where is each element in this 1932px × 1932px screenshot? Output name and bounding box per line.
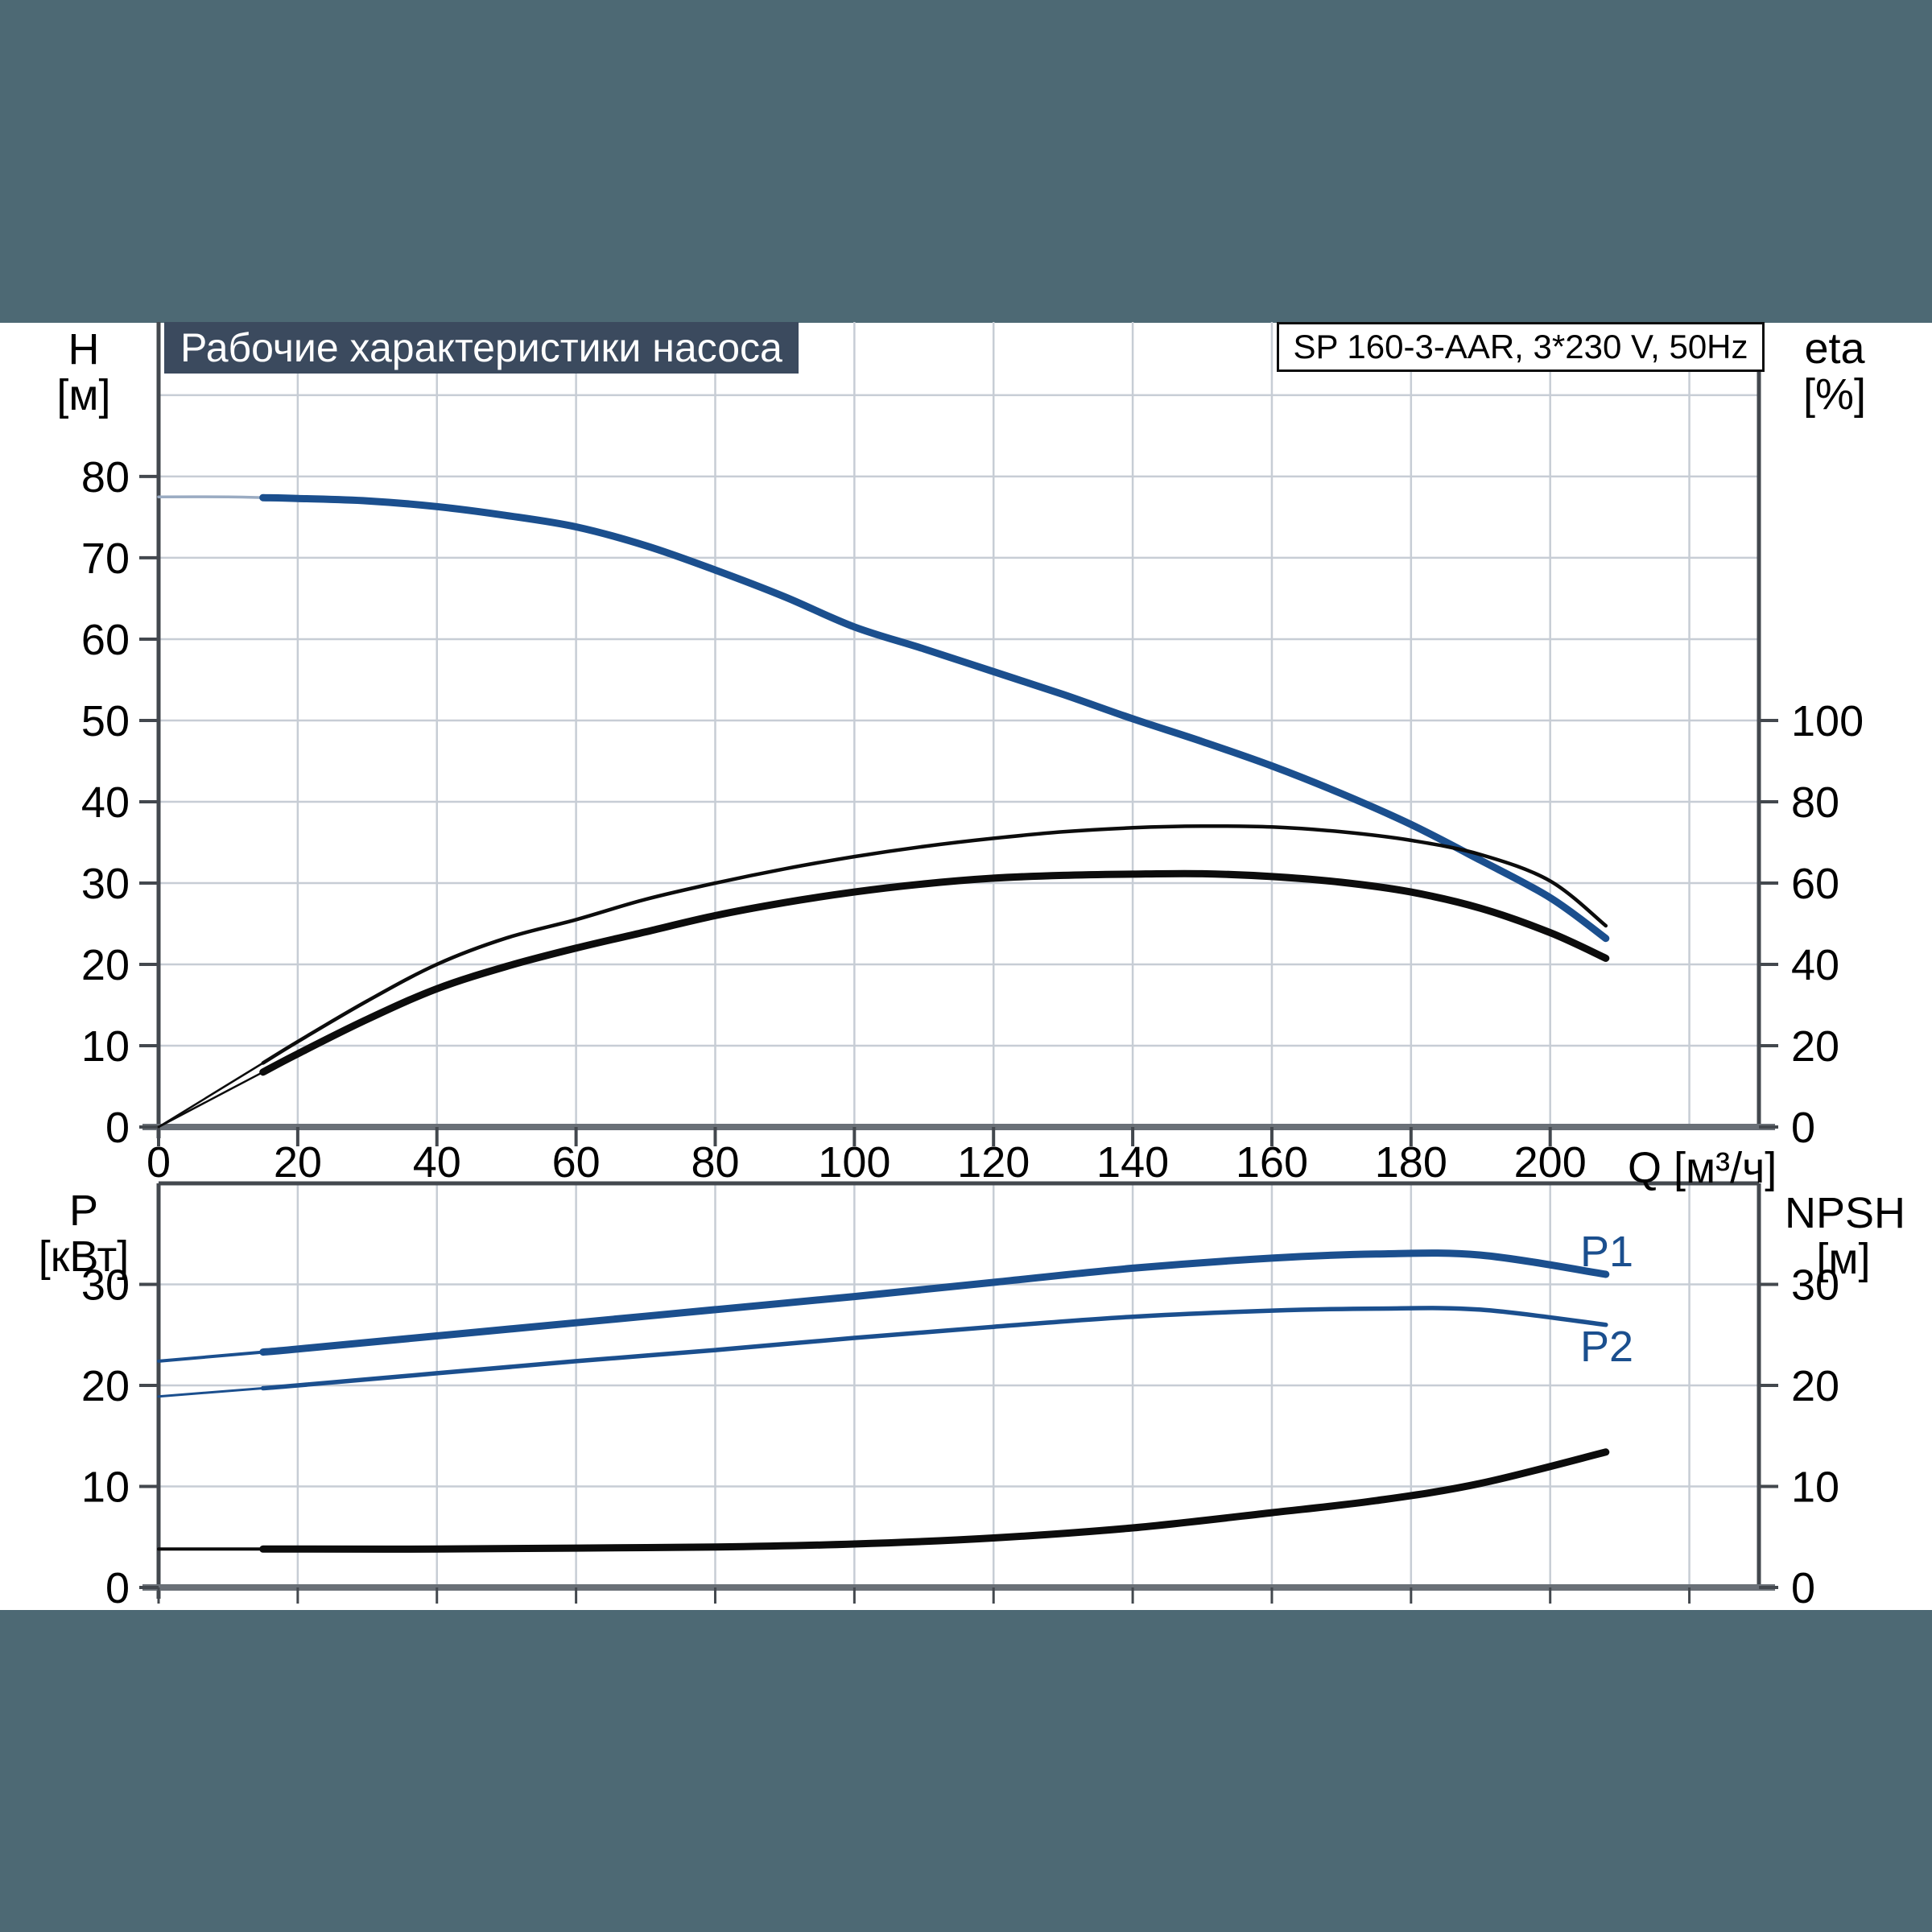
head-axis-unit: [м] xyxy=(56,371,111,419)
top-header-band xyxy=(0,0,1932,323)
svg-text:50: 50 xyxy=(81,697,130,745)
svg-text:60: 60 xyxy=(81,616,130,664)
svg-text:80: 80 xyxy=(81,453,130,502)
svg-text:20: 20 xyxy=(81,1362,130,1410)
power-axis-label: P xyxy=(68,1187,99,1235)
p2-curve-label: P2 xyxy=(1579,1323,1634,1371)
svg-text:0: 0 xyxy=(105,1564,130,1612)
svg-text:160: 160 xyxy=(1236,1138,1308,1187)
svg-text:20: 20 xyxy=(1791,1022,1839,1071)
svg-text:40: 40 xyxy=(81,778,130,827)
svg-text:60: 60 xyxy=(552,1138,601,1187)
svg-text:100: 100 xyxy=(1791,697,1864,745)
efficiency-axis-unit: [%] xyxy=(1802,370,1867,419)
svg-text:20: 20 xyxy=(81,941,130,989)
svg-text:30: 30 xyxy=(81,1261,130,1310)
efficiency-axis-label: eta xyxy=(1804,324,1865,373)
svg-text:140: 140 xyxy=(1096,1138,1169,1187)
svg-text:0: 0 xyxy=(147,1138,171,1187)
svg-text:10: 10 xyxy=(81,1022,130,1071)
svg-text:0: 0 xyxy=(105,1104,130,1152)
svg-text:80: 80 xyxy=(691,1138,739,1187)
svg-text:10: 10 xyxy=(81,1463,130,1512)
svg-text:30: 30 xyxy=(1791,1261,1839,1310)
svg-text:180: 180 xyxy=(1375,1138,1447,1187)
svg-text:70: 70 xyxy=(81,535,130,583)
svg-text:200: 200 xyxy=(1514,1138,1587,1187)
p1-curve-label: P1 xyxy=(1579,1228,1634,1276)
flow-axis-label: Q [м³/ч] xyxy=(1628,1144,1777,1192)
svg-text:120: 120 xyxy=(957,1138,1030,1187)
svg-text:10: 10 xyxy=(1791,1463,1839,1512)
npsh-axis-label: NPSH xyxy=(1784,1189,1906,1237)
bottom-footer-band xyxy=(0,1610,1932,1932)
head-axis-label: H xyxy=(68,325,100,374)
chart-title: Рабочие характеристики насоса xyxy=(164,322,799,374)
svg-text:30: 30 xyxy=(81,860,130,908)
svg-text:80: 80 xyxy=(1791,778,1839,827)
svg-text:0: 0 xyxy=(1791,1564,1815,1612)
svg-text:60: 60 xyxy=(1791,860,1839,908)
svg-text:40: 40 xyxy=(413,1138,461,1187)
svg-text:20: 20 xyxy=(274,1138,322,1187)
svg-text:0: 0 xyxy=(1791,1104,1815,1152)
svg-text:100: 100 xyxy=(818,1138,890,1187)
svg-text:20: 20 xyxy=(1791,1362,1839,1410)
svg-text:40: 40 xyxy=(1791,941,1839,989)
npsh-axis-unit: [м] xyxy=(1816,1235,1871,1283)
pump-model-badge: SP 160-3-AAR, 3*230 V, 50Hz xyxy=(1277,322,1765,372)
power-axis-unit: [кВт] xyxy=(38,1232,130,1281)
